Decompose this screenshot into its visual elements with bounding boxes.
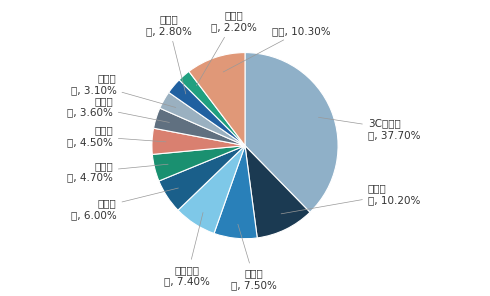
Text: 珠宝首
饰, 6.00%: 珠宝首 饰, 6.00% (71, 188, 178, 220)
Text: 灯光照
明, 2.80%: 灯光照 明, 2.80% (146, 14, 192, 94)
Text: 服装配
饰, 10.20%: 服装配 饰, 10.20% (281, 183, 420, 214)
Wedge shape (214, 146, 257, 239)
Text: 安全监
控, 2.20%: 安全监 控, 2.20% (196, 10, 257, 86)
Wedge shape (152, 146, 245, 181)
Text: 鞋帽箱
包, 4.50%: 鞋帽箱 包, 4.50% (67, 126, 166, 147)
Text: 健康与美
容, 7.40%: 健康与美 容, 7.40% (164, 213, 210, 287)
Wedge shape (169, 80, 245, 146)
Text: 3C电子产
品, 37.70%: 3C电子产 品, 37.70% (318, 117, 420, 140)
Text: 母婴玩
具, 3.60%: 母婴玩 具, 3.60% (67, 96, 170, 123)
Text: 汽车配
件, 3.10%: 汽车配 件, 3.10% (71, 73, 176, 107)
Wedge shape (159, 146, 245, 210)
Wedge shape (160, 92, 245, 146)
Wedge shape (152, 128, 245, 155)
Wedge shape (178, 146, 245, 234)
Wedge shape (245, 53, 338, 212)
Wedge shape (245, 146, 310, 238)
Wedge shape (153, 108, 245, 146)
Text: 其他, 10.30%: 其他, 10.30% (223, 26, 330, 72)
Wedge shape (179, 71, 245, 146)
Wedge shape (189, 53, 245, 146)
Text: 户外用
品, 7.50%: 户外用 品, 7.50% (231, 224, 277, 290)
Text: 家居园
艺, 4.70%: 家居园 艺, 4.70% (67, 161, 168, 183)
